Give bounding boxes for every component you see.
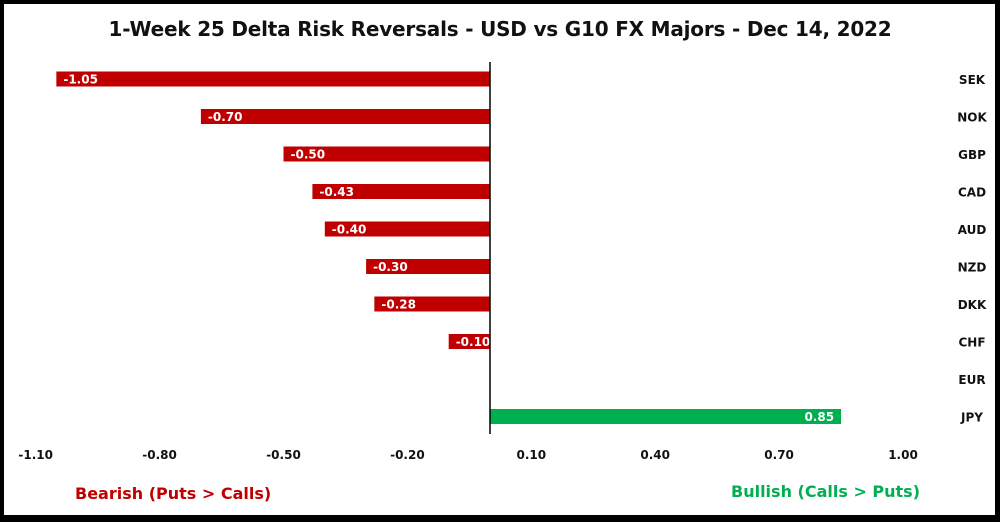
bar-jpy [490,409,842,424]
x-tick-label: -1.10 [18,448,53,462]
category-label-chf: CHF [958,336,985,350]
data-label-nzd: -0.30 [373,260,408,274]
bar-chf [448,334,490,349]
data-label-sek: -1.05 [63,73,98,87]
category-label-dkk: DKK [958,298,987,312]
data-label-aud: -0.40 [332,223,367,237]
data-label-dkk: -0.28 [381,298,416,312]
x-tick-label: 0.70 [764,448,794,462]
data-label-chf: -0.10 [456,335,491,349]
category-label-aud: AUD [958,223,987,237]
category-label-sek: SEK [959,73,986,87]
bar-aud [324,221,490,237]
x-tick-label: 1.00 [888,448,918,462]
bar-dkk [374,296,490,312]
x-tick-label: -0.20 [390,448,425,462]
bar-nzd [366,259,490,274]
data-label-gbp: -0.50 [291,148,326,162]
category-label-nzd: NZD [958,261,987,275]
data-label-jpy: 0.85 [804,410,834,424]
category-label-gbp: GBP [958,148,986,162]
x-tick-label: 0.10 [516,448,546,462]
x-tick-label: -0.80 [142,448,177,462]
category-label-nok: NOK [957,111,987,125]
bar-sek [56,71,490,87]
chart-title: 1-Week 25 Delta Risk Reversals - USD vs … [108,17,892,41]
category-label-jpy: JPY [960,411,983,425]
bullish-annotation: Bullish (Calls > Puts) [731,482,921,501]
category-label-cad: CAD [958,186,986,200]
bar-nok [200,109,490,124]
bar-gbp [283,146,490,162]
x-tick-label: -0.50 [266,448,301,462]
category-label-eur: EUR [958,373,985,387]
bearish-annotation: Bearish (Puts > Calls) [75,484,272,503]
data-label-cad: -0.43 [319,185,354,199]
x-tick-label: 0.40 [640,448,670,462]
bar-cad [312,184,490,199]
chart-frame [4,4,995,515]
data-label-nok: -0.70 [208,110,243,124]
